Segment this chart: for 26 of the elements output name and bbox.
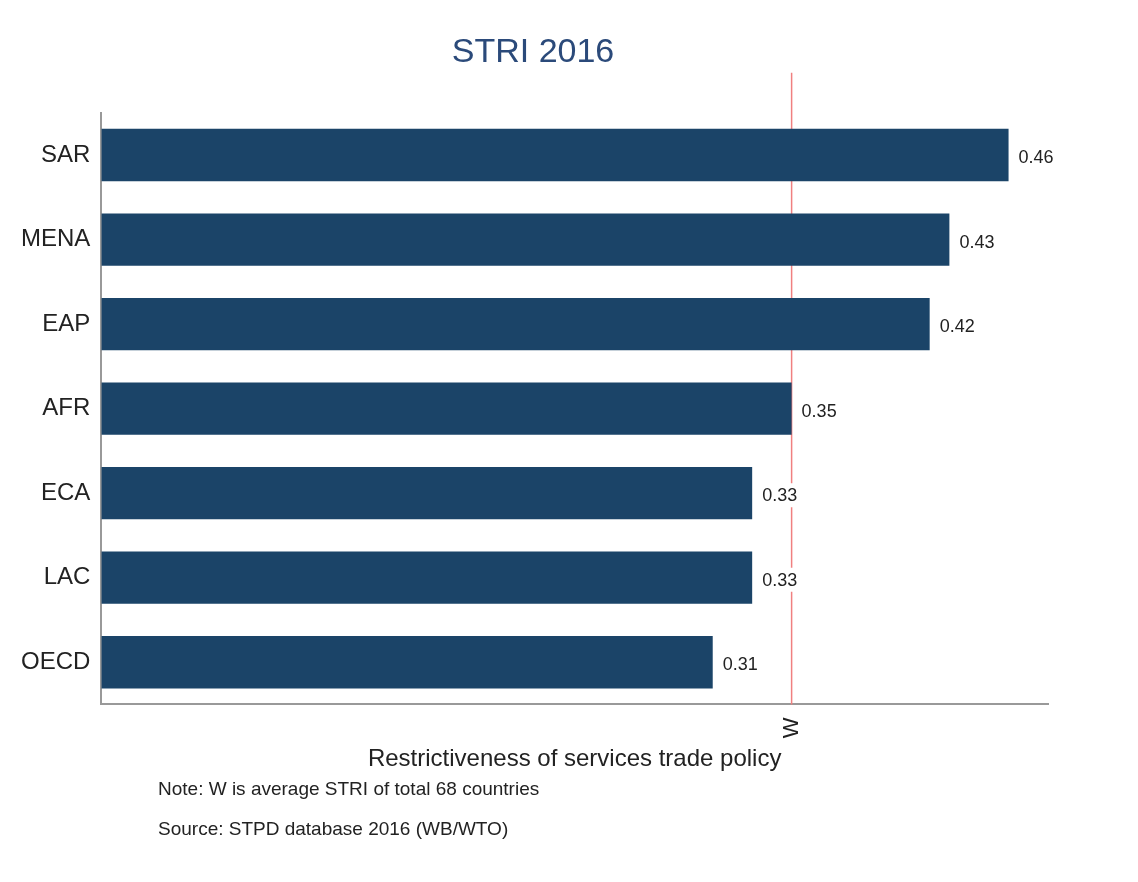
x-axis-title: Restrictiveness of services trade policy (367, 744, 782, 772)
data-label: 0.35 (801, 400, 837, 421)
data-label: 0.42 (939, 316, 975, 337)
data-label: 0.31 (722, 654, 758, 675)
chart-title: STRI 2016 (451, 30, 615, 69)
y-tick-label: MENA (21, 224, 91, 252)
data-label: 0.46 (1018, 147, 1054, 168)
y-tick-label: SAR (40, 139, 91, 167)
text: Note: W is average STRI of total 68 countries (158, 778, 541, 800)
y-tick-label: EAP (42, 308, 91, 336)
data-label: 0.33 (762, 569, 798, 590)
data-label: 0.33 (762, 485, 798, 506)
bar (101, 128, 1009, 182)
source-note: Source: STPD database 2016 (WB/WTO) (158, 818, 510, 840)
bar (101, 213, 950, 266)
x-tick-label: W (777, 717, 803, 739)
bar (101, 297, 930, 351)
y-tick-label: OECD (21, 646, 91, 674)
bar (101, 382, 792, 435)
bar (101, 466, 753, 520)
y-tick-label: ECA (40, 477, 91, 505)
bar (101, 551, 753, 604)
y-tick-label: AFR (42, 393, 91, 421)
bar (101, 635, 713, 689)
y-tick-label: LAC (43, 562, 91, 590)
data-label: 0.43 (959, 231, 995, 252)
